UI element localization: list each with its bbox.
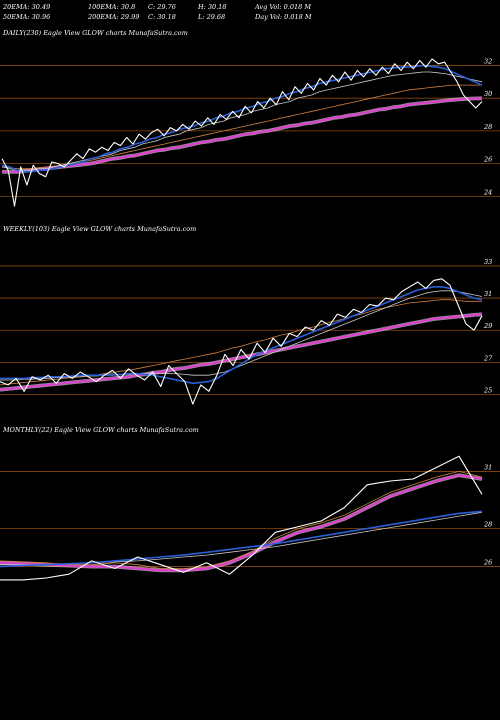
weekly-close-line [0, 278, 483, 405]
monthly-ytick-label: 31 [484, 463, 492, 471]
header-close-2: C: 30.18 [148, 13, 176, 21]
daily-ytick-label: 28 [483, 123, 492, 131]
monthly-chart-panel: MONTHLY(22) Eagle View GLOW charts Munaf… [0, 426, 500, 581]
indicator-header: 20EMA: 30.49 100EMA: 30.8 C: 29.76 H: 30… [0, 0, 500, 26]
monthly-close-line [0, 455, 483, 581]
header-low: L: 29.68 [198, 13, 226, 21]
daily-ema200-line [2, 97, 483, 173]
header-close-1: C: 29.76 [148, 3, 176, 11]
monthly-chart-title: MONTHLY(22) Eagle View GLOW charts Munaf… [2, 426, 199, 434]
weekly-ytick-label: 29 [483, 322, 492, 330]
daily-close-line [1, 58, 483, 207]
weekly-ema20-line [0, 286, 483, 385]
daily-ytick-label: 30 [484, 90, 492, 98]
daily-chart-panel: DAILY(230) Eagle View GLOW charts Munafa… [0, 29, 500, 207]
monthly-ema200-line [0, 474, 483, 572]
monthly-ema20-line [0, 510, 483, 568]
weekly-ema100-line [0, 299, 482, 386]
header-ema200: 200EMA: 29.99 [88, 13, 140, 21]
header-ema100: 100EMA: 30.8 [88, 3, 136, 11]
header-ema20: 20EMA: 30.49 [3, 3, 51, 11]
header-ema50: 50EMA: 30.96 [3, 13, 51, 21]
daily-ytick-label: 24 [483, 188, 492, 196]
weekly-ytick-label: 25 [483, 387, 492, 395]
daily-ema50-line [1, 71, 483, 171]
monthly-ema100-line [0, 471, 483, 569]
weekly-chart-panel: WEEKLY(103) Eagle View GLOW charts Munaf… [0, 225, 500, 405]
header-high: H: 30.18 [198, 3, 227, 11]
weekly-ytick-label: 33 [484, 258, 492, 266]
daily-ema20-line [1, 64, 483, 173]
daily-chart-title: DAILY(230) Eagle View GLOW charts Munafa… [2, 29, 188, 37]
weekly-ema50-line [0, 290, 483, 381]
daily-ytick-label: 26 [483, 156, 492, 164]
weekly-chart-title: WEEKLY(103) Eagle View GLOW charts Munaf… [3, 225, 196, 233]
weekly-ytick-label: 27 [483, 354, 493, 362]
header-day-vol: Day Vol: 0.018 M [255, 13, 312, 21]
weekly-ytick-label: 31 [484, 290, 492, 298]
daily-ytick-label: 32 [484, 57, 492, 65]
header-avg-vol: Avg Vol: 0.018 M [255, 3, 312, 11]
weekly-ema200-line [0, 313, 483, 391]
monthly-ytick-label: 26 [483, 559, 492, 567]
monthly-ytick-label: 28 [483, 521, 492, 529]
